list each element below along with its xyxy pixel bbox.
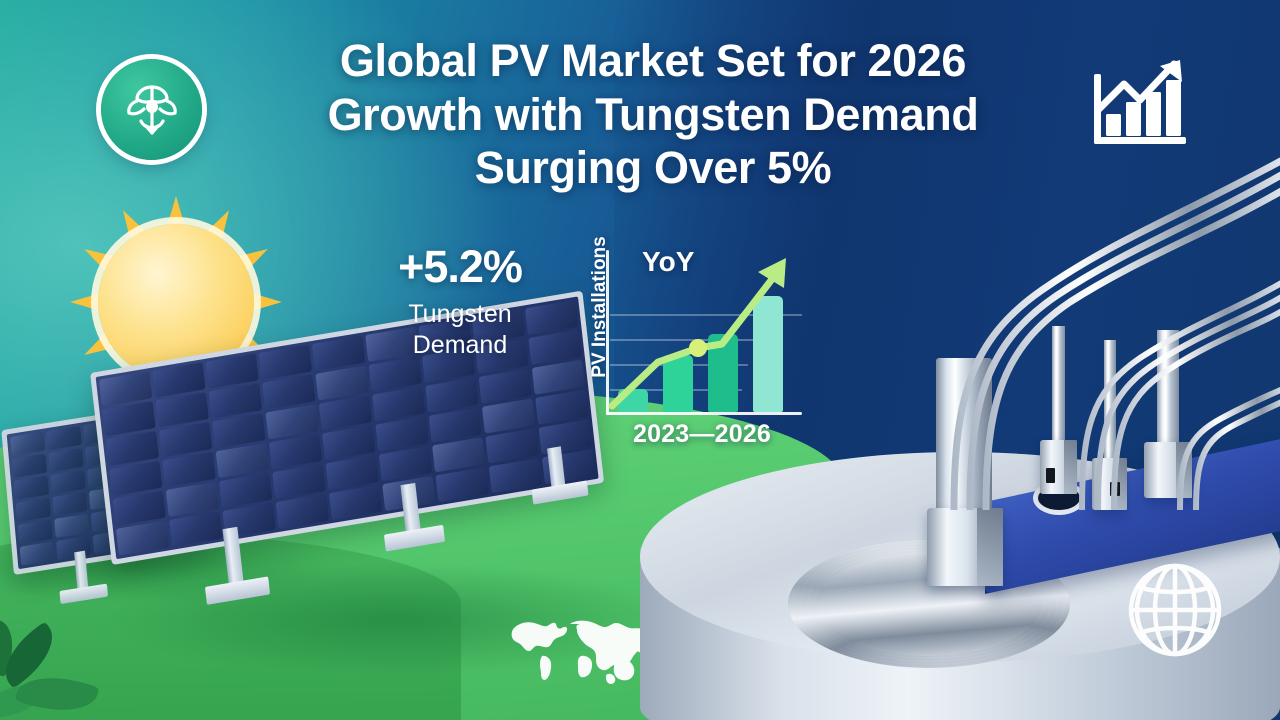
chart-x-axis (606, 412, 802, 415)
solar-cell (165, 481, 220, 517)
solar-cell (98, 371, 153, 407)
rod-base-facet (977, 508, 1003, 586)
solar-cell (11, 453, 48, 478)
pv-installations-chart: PV Installations YoY 2023—2026 (570, 236, 805, 454)
solar-cell (268, 434, 323, 470)
solar-cell (262, 374, 316, 410)
solar-cell (272, 463, 326, 500)
solar-cell (375, 416, 429, 452)
solar-cell (478, 368, 532, 404)
solar-cell (102, 401, 156, 437)
solar-cell (9, 431, 46, 456)
solar-cell (265, 404, 319, 440)
solar-cell (372, 386, 426, 422)
solar-cell (54, 513, 90, 539)
solar-cell (162, 451, 216, 488)
solar-cell (219, 472, 273, 509)
solar-cell (50, 469, 86, 495)
chart-gridline (610, 339, 754, 341)
tungsten-wire-bundles (950, 157, 1280, 510)
solar-cell (368, 356, 422, 392)
solar-cell (435, 466, 489, 503)
title-line-2: Growth with Tungsten Demand (327, 88, 979, 140)
solar-cell (15, 497, 51, 522)
solar-cell (46, 425, 82, 451)
solar-cell (311, 335, 366, 371)
chart-annotation-yoy: YoY (642, 246, 695, 277)
solar-cell (425, 377, 479, 413)
solar-cell (258, 344, 313, 380)
solar-cell (155, 392, 209, 428)
solar-cell (169, 511, 223, 547)
solar-cell (322, 425, 376, 461)
stat-value: +5.2% (398, 241, 523, 292)
page-title: Global PV Market Set for 2026 Growth wit… (258, 34, 1048, 195)
panel-ground-shadow (102, 561, 692, 677)
solar-cell (488, 458, 543, 494)
solar-cell (109, 460, 163, 497)
stat-label-line-1: Tungsten (408, 300, 512, 328)
solar-cell (432, 437, 486, 473)
stat-block: +5.2% Tungsten Demand (380, 244, 540, 360)
solar-cell (215, 442, 270, 479)
solar-cell (152, 362, 206, 398)
solar-cell (378, 446, 433, 482)
solar-cell (48, 447, 84, 473)
solar-cell (19, 541, 55, 566)
chart-x-axis-label: 2023—2026 (632, 420, 772, 448)
rod-base-primary (927, 508, 1003, 586)
solar-flower-turbine-icon (126, 84, 177, 135)
brand-logo-badge[interactable] (101, 59, 202, 160)
chart-bar (663, 355, 693, 412)
solar-cell (275, 493, 330, 529)
stat-label-line-2: Demand (412, 330, 508, 359)
solar-cell (212, 413, 266, 449)
solar-cell (208, 383, 263, 419)
solar-cell (205, 353, 259, 389)
solar-cell (158, 421, 213, 458)
solar-cell (315, 365, 369, 401)
title-line-1: Global PV Market Set for 2026 (339, 35, 967, 86)
solar-cell (105, 430, 160, 467)
solar-cell (485, 428, 539, 464)
rod-base-facet (1115, 458, 1127, 510)
solar-cell (328, 484, 383, 521)
rod-base-facet (1064, 440, 1077, 494)
solar-cell (481, 398, 536, 434)
stat-label: Tungsten Demand (380, 299, 540, 360)
solar-cell (52, 491, 88, 517)
chart-gridline (610, 314, 802, 316)
title-line-3: Surging Over 5% (474, 142, 832, 194)
rod-marking (1046, 468, 1055, 483)
rod-shaft (1052, 326, 1065, 446)
world-map-icon (511, 620, 648, 684)
solar-cell (428, 407, 483, 443)
globe-wireframe-icon (1128, 563, 1222, 657)
solar-cell (318, 395, 373, 431)
solar-cell (325, 454, 379, 491)
chart-bar (753, 296, 783, 412)
solar-cell (13, 475, 50, 500)
solar-cell (17, 519, 53, 544)
solar-cell (115, 520, 170, 556)
chart-trend-marker (689, 339, 707, 357)
solar-cell (112, 490, 166, 526)
rod-base (1040, 440, 1077, 494)
chart-y-axis (606, 250, 609, 415)
bar-chart-growth-arrow-icon (1094, 60, 1186, 144)
chart-trend-line (608, 258, 786, 410)
